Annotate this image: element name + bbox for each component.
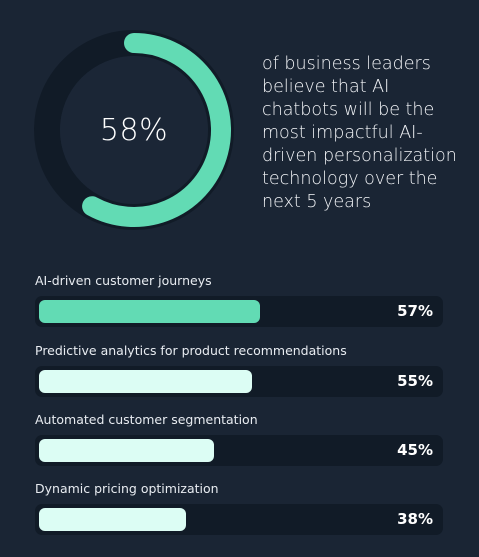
bar-value-label: 45% bbox=[397, 441, 433, 459]
bar bbox=[39, 300, 260, 323]
bar-row: Predictive analytics for product recomme… bbox=[35, 343, 443, 397]
bar-label: AI-driven customer journeys bbox=[35, 273, 212, 288]
bar-row: Dynamic pricing optimization 38% bbox=[35, 481, 443, 535]
bar-label: Predictive analytics for product recomme… bbox=[35, 343, 347, 358]
bar bbox=[39, 439, 214, 462]
bar-label: Automated customer segmentation bbox=[35, 412, 258, 427]
bar-label: Dynamic pricing optimization bbox=[35, 481, 219, 496]
donut-chart: 58% bbox=[34, 30, 234, 230]
donut-slice bbox=[82, 33, 231, 227]
bar-track: 45% bbox=[35, 435, 443, 466]
bar-row: AI-driven customer journeys 57% bbox=[35, 273, 443, 327]
bar-row: Automated customer segmentation 45% bbox=[35, 412, 443, 466]
bar-value-label: 57% bbox=[397, 302, 433, 320]
bar-track: 38% bbox=[35, 504, 443, 535]
donut-hole bbox=[60, 56, 208, 204]
bar-track: 55% bbox=[35, 366, 443, 397]
bar-value-label: 38% bbox=[397, 510, 433, 528]
bar bbox=[39, 508, 186, 531]
bar bbox=[39, 370, 252, 393]
donut-value-label: 58% bbox=[99, 112, 169, 148]
donut-svg bbox=[34, 30, 234, 230]
headline-text: of business leaders believe that AI chat… bbox=[262, 54, 457, 212]
bar-value-label: 55% bbox=[397, 372, 433, 390]
bar-track: 57% bbox=[35, 296, 443, 327]
